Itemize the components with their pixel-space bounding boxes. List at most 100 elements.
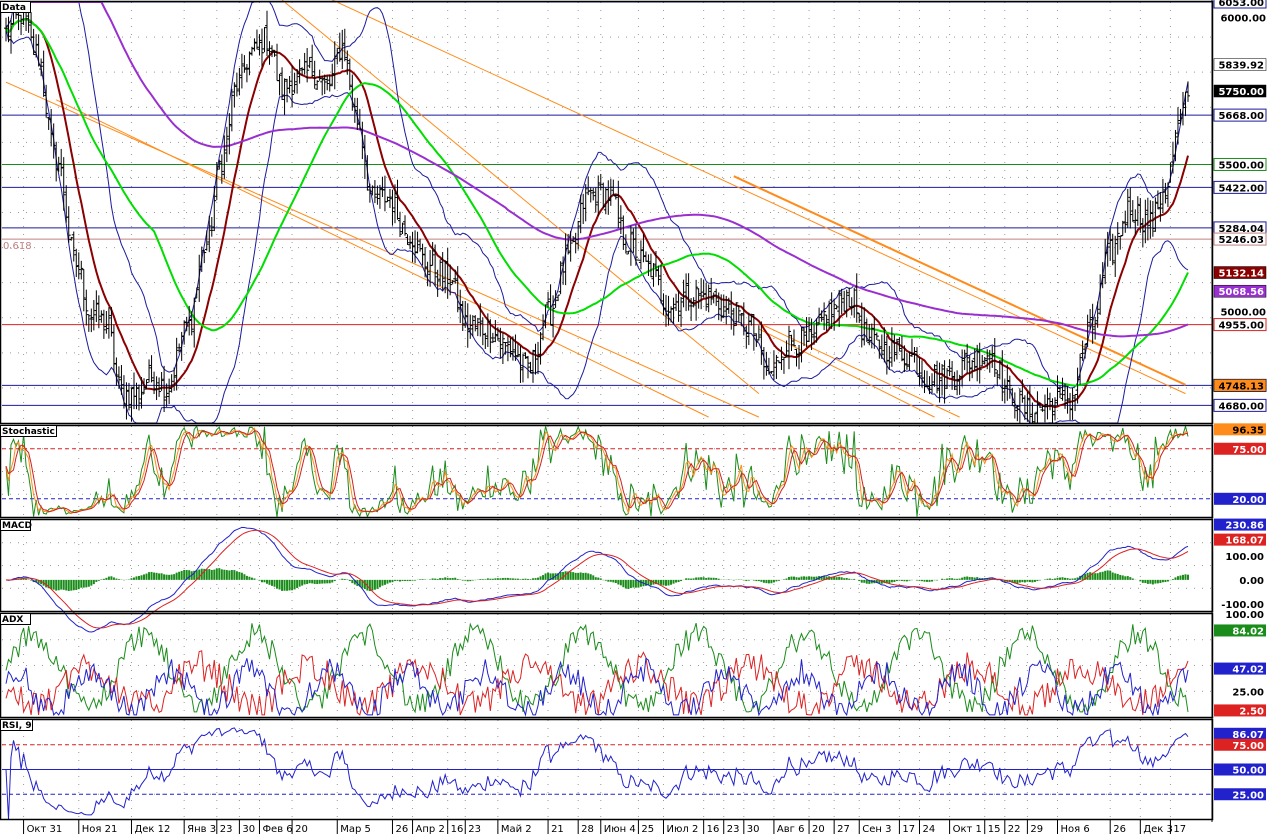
adx-value-badge: 47.02	[1214, 662, 1266, 676]
macd-histogram-bar	[569, 571, 572, 580]
macd-histogram-bar	[240, 572, 243, 580]
adx-minus-badge-label: 2.50	[1239, 706, 1264, 717]
macd-histogram-bar	[1023, 579, 1026, 583]
macd-histogram-bar	[383, 579, 386, 585]
macd-histogram-bar	[225, 570, 228, 580]
macd-histogram-bar	[820, 576, 823, 580]
adx-minus-di-line	[5, 650, 1189, 716]
adx-panel[interactable]	[5, 622, 1189, 717]
macd-histogram-bar	[155, 572, 158, 580]
level-badge-label: 5246.03	[1218, 235, 1264, 246]
macd-histogram-bar	[521, 578, 524, 580]
macd-histogram-bar	[659, 579, 662, 585]
macd-histogram-bar	[619, 579, 622, 586]
macd-histogram-bar	[790, 576, 793, 580]
macd-histogram-bar	[215, 568, 218, 580]
level-badge-box	[1213, 232, 1267, 246]
macd-histogram-bar	[926, 579, 929, 582]
macd-histogram-bar	[170, 574, 173, 580]
macd-histogram-bar	[1053, 578, 1056, 580]
macd-histogram-bar	[411, 579, 414, 581]
macd-histogram-bar	[253, 578, 256, 580]
macd-histogram-bar	[657, 579, 660, 585]
macd-histogram-bar	[1013, 579, 1016, 584]
macd-histogram-bar	[454, 577, 457, 580]
macd-histogram-bar	[1076, 577, 1079, 580]
price-axis-tick: 6000.00	[1220, 14, 1266, 25]
time-axis-label: 30	[242, 824, 255, 834]
macd-histogram-bar	[1111, 572, 1114, 580]
macd-histogram-bar	[486, 578, 489, 580]
panel-title: Stochastic	[2, 427, 55, 437]
macd-histogram-bar	[178, 571, 181, 580]
macd-histogram-bar	[1154, 579, 1157, 584]
macd-histogram-bar	[233, 570, 236, 580]
macd-histogram-bar	[1003, 579, 1006, 583]
macd-histogram-bar	[1099, 572, 1102, 580]
macd-histogram-bar	[936, 579, 939, 581]
macd-histogram-bar	[604, 579, 607, 581]
macd-histogram-bar	[717, 578, 720, 580]
macd-histogram-bar	[1064, 577, 1067, 580]
macd-histogram-bar	[461, 579, 464, 581]
time-axis-label: 26	[395, 824, 408, 834]
macd-histogram-bar	[675, 579, 678, 583]
macd-histogram-bar	[1184, 574, 1187, 580]
macd-histogram-bar	[572, 572, 575, 580]
macd-histogram-bar	[303, 579, 306, 585]
macd-histogram-bar	[112, 577, 115, 580]
trend-channel-line	[733, 175, 1186, 386]
macd-histogram-bar	[496, 578, 499, 580]
macd-histogram-bar	[534, 578, 537, 580]
macd-histogram-bar	[757, 579, 760, 582]
macd-histogram-bar	[95, 579, 98, 582]
macd-histogram-bar	[160, 573, 163, 580]
macd-histogram-bar	[25, 578, 28, 580]
macd-histogram-bar	[205, 569, 208, 580]
macd-histogram-bar	[193, 570, 196, 580]
time-axis-label: Июн 4	[604, 824, 636, 834]
macd-histogram-bar	[371, 579, 374, 591]
macd-histogram-bar	[30, 579, 33, 581]
macd-histogram-bar	[1033, 579, 1036, 582]
macd-histogram-bar	[479, 579, 482, 580]
macd-histogram-bar	[547, 572, 550, 580]
macd-panel[interactable]	[5, 526, 1189, 633]
macd-histogram-bar	[1059, 577, 1062, 580]
macd-histogram-bar	[557, 573, 560, 580]
panel-title-box	[0, 719, 33, 731]
level-badge: 4955.00	[1213, 318, 1267, 332]
price-panel[interactable]: 0.618	[2, 0, 1212, 424]
macd-histogram-bar	[173, 574, 176, 580]
level-badge: 4680.00	[1213, 398, 1267, 412]
macd-histogram-bar	[446, 577, 449, 580]
macd-histogram-bar	[928, 579, 931, 582]
macd-histogram-bar	[765, 579, 768, 584]
macd-histogram-bar	[271, 579, 274, 586]
macd-histogram-bar	[399, 579, 401, 582]
macd-histogram-bar	[1187, 574, 1189, 580]
macd-histogram-bar	[265, 579, 268, 584]
macd-histogram-bar	[579, 572, 582, 580]
macd-histogram-bar	[361, 579, 364, 588]
panel-title-box	[0, 519, 31, 531]
macd-histogram-bar	[444, 577, 447, 580]
macd-histogram-bar	[562, 572, 565, 580]
macd-histogram-bar	[644, 579, 647, 586]
macd-histogram-bar	[875, 579, 878, 584]
macd-histogram-bar	[188, 570, 191, 580]
macd-histogram-bar	[499, 578, 502, 580]
macd-histogram-bar	[1144, 579, 1147, 584]
macd-histogram-bar	[961, 577, 964, 580]
macd-histogram-bar	[1161, 579, 1164, 583]
level-badge-label: 5500.00	[1218, 160, 1264, 171]
stochastic-panel[interactable]	[2, 424, 1212, 518]
macd-histogram-bar	[248, 576, 251, 580]
rsi-panel[interactable]	[2, 727, 1212, 820]
macd-histogram-bar	[880, 579, 883, 584]
panel-title: MACD	[2, 521, 32, 531]
level-badge-label: 5668.00	[1218, 111, 1264, 122]
macd-histogram-bar	[755, 579, 758, 582]
macd-histogram-bar	[511, 578, 514, 580]
macd-histogram-bar	[885, 579, 888, 584]
